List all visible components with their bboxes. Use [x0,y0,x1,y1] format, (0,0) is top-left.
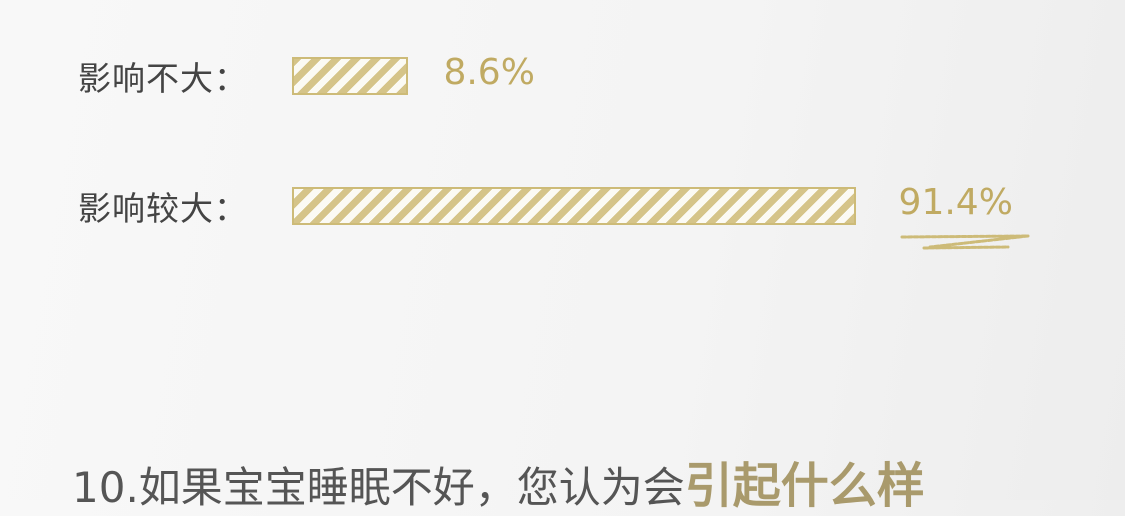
question-highlight: 引起什么样 [684,458,925,514]
category-label: 影响较大： [78,189,248,228]
bar [292,187,856,225]
question-text: 10.如果宝宝睡眠不好，您认为会 [72,463,685,512]
value-label: 91.4% [898,182,1013,223]
highlight-underline [900,234,1030,250]
bar [292,57,409,95]
bar-row: 影响较大： [78,184,856,228]
bar-row: 影响不大： [78,54,409,98]
question-heading: 10.如果宝宝睡眠不好，您认为会引起什么样 [72,446,925,516]
category-label: 影响不大： [78,59,248,98]
value-label: 8.6% [443,52,535,93]
